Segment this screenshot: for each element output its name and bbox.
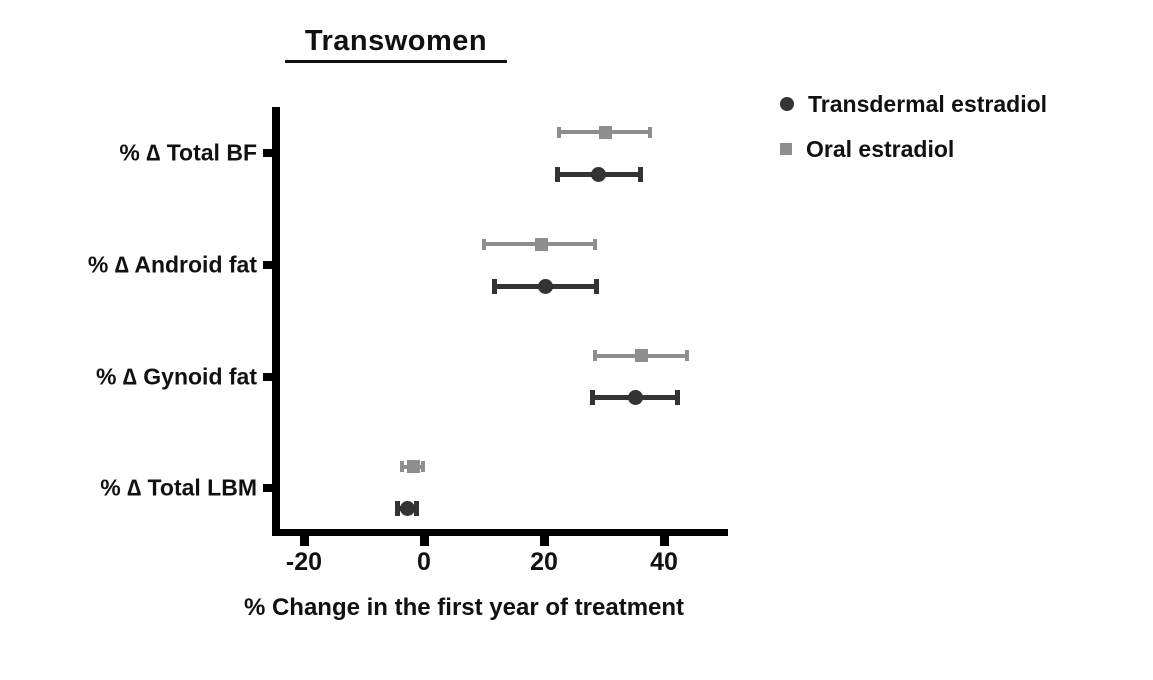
y-category-label: % ∆ Android fat	[87, 251, 257, 278]
square-marker-icon	[780, 143, 792, 155]
data-point-circle	[590, 166, 606, 182]
legend-label-transdermal: Transdermal estradiol	[808, 90, 1048, 117]
data-point-square	[534, 237, 548, 251]
error-bar-cap	[593, 350, 597, 361]
y-axis-tick	[263, 261, 272, 269]
x-tick-label: 40	[650, 548, 678, 576]
data-point-circle	[628, 390, 644, 405]
circle-marker-icon	[780, 97, 794, 111]
error-bar-cap	[557, 126, 561, 138]
y-axis-line	[272, 107, 280, 536]
y-category-label: % ∆ Gynoid fat	[95, 363, 257, 389]
y-category-label: % ∆ Total LBM	[100, 474, 257, 500]
y-category-label: % ∆ Total BF	[119, 139, 257, 166]
error-bar-cap	[589, 390, 595, 405]
error-bar-cap	[420, 461, 425, 472]
y-axis-tick	[263, 372, 272, 381]
legend-item-transdermal: Transdermal estradiol	[780, 88, 1047, 120]
error-bar-cap	[554, 166, 560, 182]
error-bar-cap	[395, 501, 401, 516]
x-axis-tick	[539, 536, 549, 546]
chart-title: Transwomen	[285, 25, 507, 63]
legend: Transdermal estradiol Oral estradiol	[780, 88, 1047, 178]
data-point-square	[634, 349, 648, 362]
data-point-square	[598, 125, 612, 139]
data-point-circle	[399, 501, 415, 516]
x-axis-tick	[659, 536, 669, 546]
x-axis-line	[272, 529, 728, 536]
x-tick-label: -20	[285, 548, 323, 576]
legend-label-oral: Oral estradiol	[806, 135, 955, 162]
error-bar-cap	[492, 278, 498, 294]
x-tick-label: 20	[530, 548, 558, 576]
error-bar-cap	[414, 501, 420, 516]
error-bar-cap	[400, 461, 405, 472]
data-point-circle	[538, 278, 554, 294]
error-bar-cap	[637, 166, 643, 182]
error-bar-cap	[648, 126, 653, 138]
x-tick-label: 0	[417, 548, 431, 576]
error-bar-cap	[674, 390, 680, 405]
error-bar-cap	[684, 350, 689, 361]
y-axis-tick	[263, 483, 272, 492]
error-bar-cap	[593, 238, 597, 250]
x-axis-tick	[299, 536, 309, 546]
y-axis-tick	[263, 149, 272, 157]
error-bar-cap	[594, 278, 600, 294]
x-axis-tick	[419, 536, 429, 546]
legend-item-oral: Oral estradiol	[780, 133, 1047, 165]
x-axis-title: % Change in the first year of treatment	[243, 594, 685, 621]
data-point-square	[406, 460, 420, 473]
error-bar-cap	[482, 238, 486, 250]
